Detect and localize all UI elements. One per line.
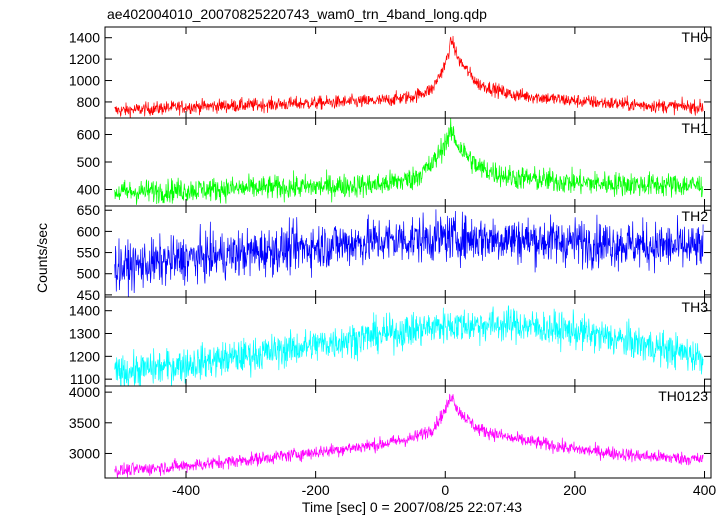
series-label-th3: TH3 — [682, 299, 709, 315]
y-tick-label: 1400 — [69, 303, 100, 319]
y-tick-label: 500 — [77, 154, 101, 170]
series-label-th0123: TH0123 — [658, 388, 708, 404]
panel-frame — [104, 385, 712, 479]
panels: 800 1000 1200 1400 TH0 400 500 600 TH1 450 500 550 6… — [69, 26, 717, 498]
y-tick-label: 1300 — [69, 326, 100, 342]
y-tick-label: 3000 — [69, 445, 100, 461]
y-tick-label: 650 — [77, 202, 101, 218]
y-tick-label: 800 — [77, 94, 101, 110]
y-tick-label: 3500 — [69, 415, 100, 431]
y-tick-label: 1200 — [69, 51, 100, 67]
x-tick-label: 400 — [693, 482, 717, 498]
figure-title: ae402004010_20070825220743_wam0_trn_4ban… — [107, 6, 487, 22]
x-tick-label: 200 — [563, 482, 587, 498]
y-tick-label: 1200 — [69, 348, 100, 364]
panel-th0123: 3000 3500 4000 -400 -200 0 200 400 TH0123 — [69, 384, 717, 498]
y-tick-label: 400 — [77, 182, 101, 198]
y-tick-label: 1000 — [69, 73, 100, 89]
series-label-th0: TH0 — [682, 29, 709, 45]
panel-th1: 400 500 600 TH1 — [77, 117, 712, 207]
x-tick-label: -400 — [172, 482, 200, 498]
y-tick-label: 600 — [77, 127, 101, 143]
y-tick-label: 450 — [77, 287, 101, 303]
y-tick-label: 550 — [77, 245, 101, 261]
series-label-th1: TH1 — [682, 120, 709, 136]
y-tick-label: 1100 — [70, 371, 100, 387]
series-label-th2: TH2 — [682, 208, 709, 224]
series-line-th2 — [114, 209, 704, 297]
x-tick-label: 0 — [441, 482, 449, 498]
y-tick-label: 500 — [77, 266, 101, 282]
series-line-th3 — [114, 305, 704, 386]
panel-th3: 1100 1200 1300 1400 TH3 — [69, 296, 712, 387]
series-line-th0123 — [114, 393, 704, 478]
series-line-th1 — [114, 118, 704, 205]
y-axis-label: Counts/sec — [34, 223, 50, 293]
y-tick-label: 1400 — [69, 30, 100, 46]
y-tick-label: 600 — [77, 223, 101, 239]
panel-frame — [104, 296, 712, 387]
panel-th0: 800 1000 1200 1400 TH0 — [69, 26, 712, 119]
x-axis-label: Time [sec] 0 = 2007/08/25 22:07:43 — [302, 499, 522, 515]
panel-th2: 450 500 550 600 650 TH2 — [77, 202, 712, 303]
series-line-th0 — [114, 35, 704, 118]
y-tick-label: 4000 — [69, 384, 100, 400]
x-tick-label: -200 — [302, 482, 330, 498]
